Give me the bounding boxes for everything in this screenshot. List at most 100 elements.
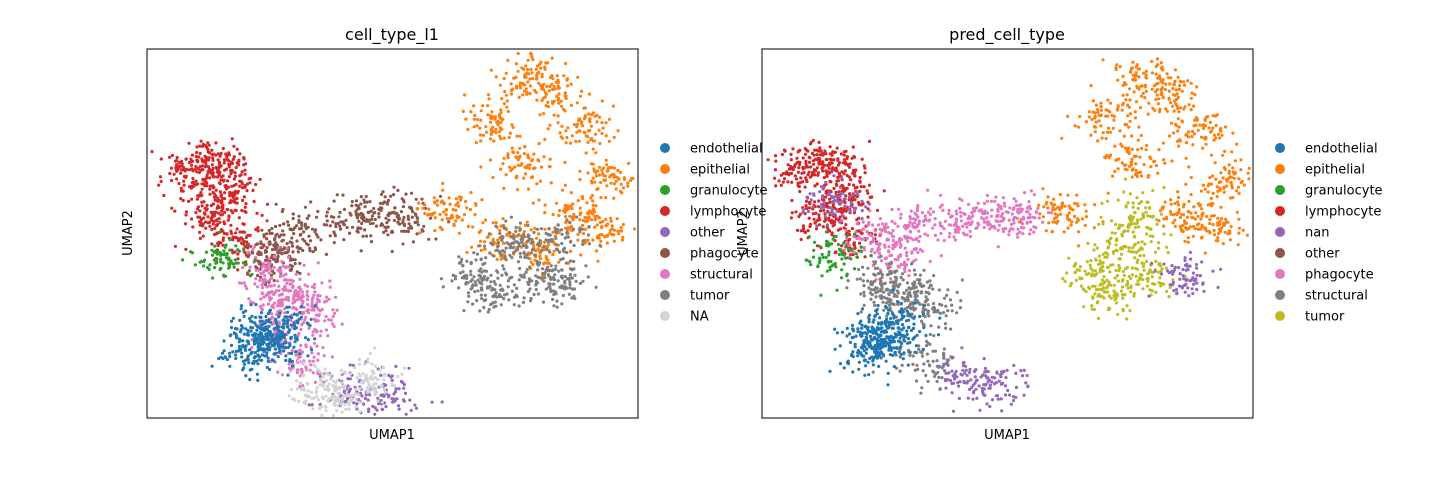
point-endothelial	[908, 340, 912, 345]
point-lymphocyte	[766, 158, 770, 162]
point-phagocyte	[896, 224, 900, 228]
point-phagocyte	[407, 226, 411, 230]
point-lymphocyte	[843, 169, 847, 173]
point-na	[332, 403, 336, 407]
point-epithelial	[535, 182, 539, 186]
legend-label: granulocyte	[690, 184, 768, 199]
point-phagocyte	[264, 258, 268, 262]
point-structural	[883, 281, 887, 285]
point-lymphocyte	[196, 182, 200, 186]
point-epithelial	[522, 67, 526, 71]
point-tumor	[491, 301, 495, 305]
point-tumor	[489, 273, 493, 277]
point-epithelial	[505, 99, 509, 103]
point-phagocyte	[936, 238, 940, 242]
point-phagocyte	[257, 262, 261, 266]
point-phagocyte	[367, 210, 371, 214]
point-structural	[261, 303, 265, 307]
point-structural	[326, 334, 330, 338]
point-endothelial	[266, 311, 270, 316]
point-endothelial	[859, 333, 863, 337]
point-tumor	[494, 304, 498, 308]
point-epithelial	[510, 167, 514, 171]
point-epithelial	[512, 76, 516, 80]
point-granulocyte	[216, 251, 220, 255]
point-phagocyte	[923, 232, 927, 236]
point-lymphocyte	[222, 231, 226, 236]
point-phagocyte	[341, 222, 346, 226]
point-epithelial	[539, 257, 543, 261]
point-lymphocyte	[232, 184, 236, 188]
point-lymphocyte	[212, 232, 217, 237]
point-na	[367, 382, 371, 386]
point-tumor	[525, 268, 529, 272]
point-tumor	[494, 224, 498, 228]
point-endothelial	[878, 344, 882, 348]
point-endothelial	[258, 341, 262, 345]
point-structural	[926, 341, 930, 345]
point-structural	[896, 302, 900, 306]
point-epithelial	[591, 111, 596, 115]
point-structural	[918, 273, 923, 277]
point-phagocyte	[290, 241, 294, 245]
point-epithelial	[587, 215, 591, 219]
point-lymphocyte	[195, 150, 199, 155]
point-endothelial	[247, 361, 251, 365]
point-epithelial	[578, 206, 582, 210]
point-tumor	[574, 279, 578, 283]
point-endothelial	[851, 370, 855, 374]
point-structural	[900, 363, 904, 367]
point-lymphocyte	[844, 194, 848, 198]
point-epithelial	[457, 231, 461, 235]
point-lymphocyte	[217, 217, 221, 221]
point-endothelial	[260, 323, 264, 327]
point-structural	[888, 270, 892, 274]
point-structural	[927, 286, 931, 290]
point-lymphocyte	[219, 178, 223, 182]
point-lymphocyte	[191, 225, 195, 229]
point-epithelial	[502, 136, 506, 140]
point-structural	[945, 293, 949, 297]
point-endothelial	[884, 324, 889, 328]
point-phagocyte	[913, 221, 917, 225]
point-phagocyte	[411, 240, 415, 244]
point-endothelial	[313, 304, 317, 308]
point-endothelial	[238, 318, 242, 322]
point-lymphocyte	[182, 168, 186, 172]
point-structural	[926, 359, 930, 363]
point-endothelial	[228, 351, 232, 355]
point-epithelial	[516, 69, 520, 73]
point-phagocyte	[392, 218, 396, 223]
point-phagocyte	[887, 231, 891, 235]
point-tumor	[507, 298, 511, 302]
point-other	[397, 387, 401, 391]
point-other	[414, 406, 419, 410]
point-phagocyte	[364, 234, 369, 238]
point-phagocyte	[872, 236, 876, 240]
point-tumor	[557, 269, 561, 273]
point-phagocyte	[1046, 211, 1051, 215]
point-lymphocyte	[827, 171, 831, 175]
point-epithelial	[591, 147, 595, 151]
point-tumor	[518, 251, 522, 255]
point-endothelial	[249, 303, 253, 307]
point-lymphocyte	[225, 179, 230, 183]
point-epithelial	[511, 87, 515, 91]
point-tumor	[534, 283, 538, 287]
point-lymphocyte	[232, 194, 236, 198]
point-phagocyte	[428, 216, 433, 220]
point-lymphocyte	[182, 183, 186, 187]
point-lymphocyte	[223, 185, 227, 189]
point-epithelial	[536, 247, 540, 251]
point-phagocyte	[281, 238, 285, 242]
point-phagocyte	[976, 201, 980, 205]
point-structural	[277, 284, 281, 288]
point-endothelial	[265, 327, 270, 331]
point-epithelial	[518, 81, 523, 85]
point-structural	[293, 290, 297, 294]
point-other	[346, 396, 350, 401]
point-endothelial	[282, 334, 286, 338]
point-tumor	[549, 277, 553, 281]
point-lymphocyte	[240, 208, 244, 213]
